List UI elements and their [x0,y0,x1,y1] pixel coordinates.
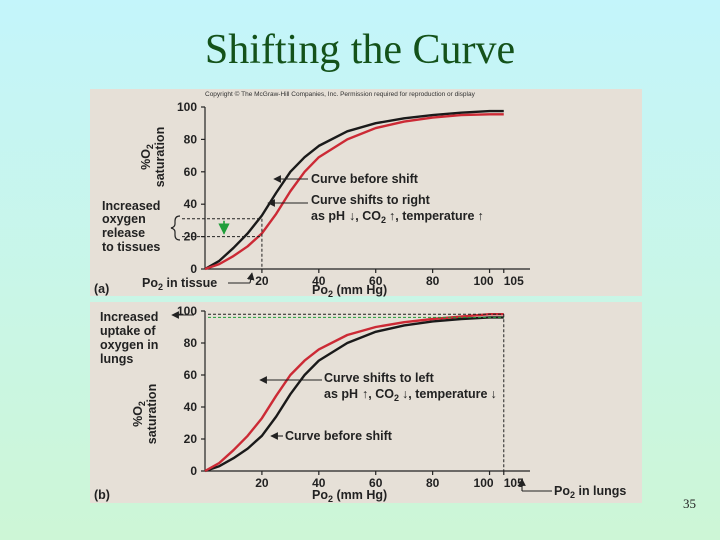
uptake-label-line1: Increased [100,310,158,324]
y-tick-label: 80 [184,336,198,350]
x-tick-label: 40 [312,476,326,490]
lung-po2-label: Po2 in lungs [554,484,626,500]
series-line-shifted [204,113,504,271]
x-tick-label: 80 [426,476,440,490]
conditions-label-b: as pH ↑, CO2 ↓, temperature ↓ [324,387,497,403]
panel-a-y-label: %O2 saturation [139,127,167,187]
uptake-label-line2: uptake of [100,324,156,338]
x-tick-label: 60 [369,274,383,288]
curve-before-label-a: Curve before shift [311,172,419,186]
y-tick-label: 80 [184,132,198,146]
x-tick-label: 100 [474,476,494,490]
page-number: 35 [683,496,696,511]
panel-a: 0 20 40 60 80 100 20 40 60 80 100 105 %O2 saturati… [94,100,530,299]
panel-b-x-label: Po2 (mm Hg) [312,488,387,503]
x-tick-label: 20 [255,476,269,490]
figure-svg: Copyright © The McGraw-Hill Companies, I… [90,89,642,504]
release-brace [170,215,181,241]
release-label-line4: to tissues [102,240,160,254]
y-tick-label: 40 [184,197,198,211]
panel-a-background [90,89,642,296]
series-line-before-shift [204,316,504,473]
y-tick-label: 60 [184,368,198,382]
x-tick-label: 60 [369,476,383,490]
x-tick-label: 40 [312,274,326,288]
oxygen-dissociation-figure: Copyright © The McGraw-Hill Companies, I… [90,89,642,504]
uptake-label-line4: lungs [100,352,133,366]
y-tick-label: 60 [184,165,198,179]
release-label-line1: Increased [102,199,160,213]
panel-a-label: (a) [94,282,109,296]
tissue-po2-label: Po2 in tissue [142,276,217,292]
y-tick-label: 100 [177,100,197,114]
copyright-notice: Copyright © The McGraw-Hill Companies, I… [205,90,476,98]
x-tick-label: 100 [474,274,494,288]
slide-title: Shifting the Curve [204,27,516,73]
svg-text:%O2: %O2 [139,144,155,170]
curve-shift-label-b: Curve shifts to left [324,371,435,385]
panel-b-label: (b) [94,488,110,502]
x-tick-label: 80 [426,274,440,288]
uptake-label-line3: oxygen in [100,338,158,352]
y-tick-label: 0 [190,464,197,478]
y-tick-label: 0 [190,262,197,276]
panel-b-y-label: %O2 saturation [131,384,159,444]
conditions-label-a: as pH ↓, CO2 ↑, temperature ↑ [311,209,484,225]
svg-text:saturation: saturation [153,127,167,187]
y-tick-label: 20 [184,230,198,244]
svg-text:%O2: %O2 [131,401,147,427]
release-label-line2: oxygen [102,212,146,226]
panel-b-background [90,302,642,503]
series-line-shifted [204,312,504,473]
y-tick-label: 100 [177,304,197,318]
x-tick-label: 20 [255,274,269,288]
curve-shift-label-a: Curve shifts to right [311,193,431,207]
svg-text:saturation: saturation [145,384,159,444]
curve-before-label-b: Curve before shift [285,429,393,443]
tissue-po2-arrow [246,272,255,284]
y-tick-label: 40 [184,400,198,414]
panel-a-x-label: Po2 (mm Hg) [312,283,387,299]
series-line-before-shift [204,109,504,271]
x-tick-label: 105 [504,274,524,288]
y-tick-label: 20 [184,432,198,446]
x-tick-label: 105 [504,476,524,490]
release-label-line3: release [102,226,145,240]
panel-b: 0 20 40 60 80 100 20 40 60 80 100 105 %O2 saturati… [94,304,626,504]
